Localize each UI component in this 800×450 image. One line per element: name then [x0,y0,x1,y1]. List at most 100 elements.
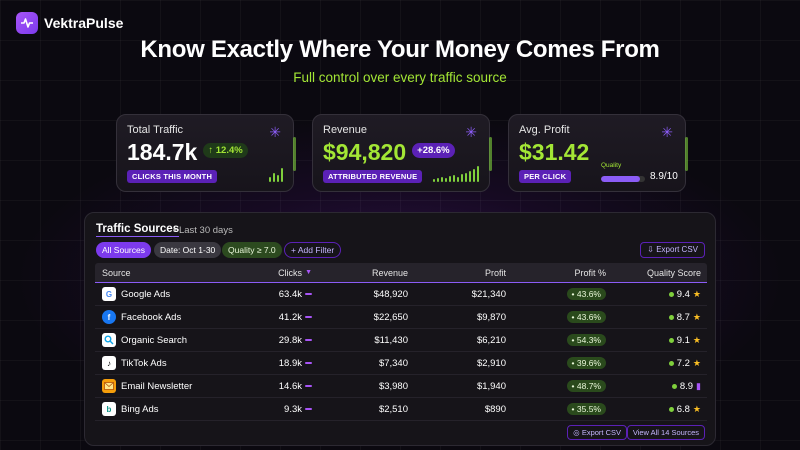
table-row[interactable]: b Bing Ads 9.3k $2,510 $890 • 35.5% 6.8 ★ [95,398,707,421]
sources-table: Source Clicks ▼ Revenue Profit Profit % Q… [95,263,707,421]
trend-tick [305,293,312,295]
tiktok-icon: ♪ [102,356,116,370]
source-name: Google Ads [121,288,171,300]
clicks-value: 41.2k [278,311,302,323]
col-clicks[interactable]: Clicks ▼ [240,268,312,278]
profit-pct-badge: • 54.3% [566,334,606,346]
mini-bar [277,175,279,182]
brand-logo[interactable]: VektraPulse [16,12,123,34]
star-icon: ★ [692,311,701,322]
status-dot [668,314,674,320]
mini-bar [445,178,447,182]
mini-bar [433,179,435,182]
facebook-icon: f [102,310,116,324]
avg-profit-card: Avg. Profit $31.42 ✳ PER CLICK Quality 8… [508,114,688,192]
mini-bar [269,177,271,182]
email-icon [102,379,116,393]
mini-bar [465,173,467,182]
profit-value: $1,940 [476,380,506,392]
quality-score: 8.9/10 [650,171,678,182]
hero-subtitle: Full control over every traffic source [293,70,507,85]
profit-value: $2,910 [476,357,506,369]
card-label: Revenue [323,124,368,136]
quality-value: 6.8 [676,403,690,415]
bing-icon: b [102,402,116,416]
status-dot [668,360,674,366]
quality-value: 9.1 [676,334,690,346]
traffic-sources-panel: Traffic Sources • Last 30 days All Sourc… [84,212,716,446]
mini-bar [453,175,455,182]
table-row[interactable]: ♪ TikTok Ads 18.9k $7,340 $2,910 • 39.6% … [95,352,707,375]
col-profit[interactable]: Profit [484,267,506,278]
sparkle-icon: ✳ [269,124,281,140]
star-icon: ★ [692,403,701,414]
mini-bar [477,166,479,182]
delta-badge: ↑ 12.4% [203,143,248,158]
export-csv-button-top[interactable]: ⇩ Export CSV [640,242,705,258]
profit-value: $890 [484,403,506,415]
mini-bar [473,169,475,182]
clicks-value: 18.9k [278,357,302,369]
quality-value: 9.4 [676,288,690,300]
sort-desc-icon: ▼ [305,269,312,276]
card-tag: CLICKS THIS MONTH [127,170,218,183]
bars-icon: ▮ [696,380,701,391]
source-name: Email Newsletter [121,380,193,392]
export-label: Export CSV [581,428,621,437]
revenue-card: Revenue $94,820 +28.6% ✳ ATTRIBUTED REVE… [312,114,492,192]
card-value: $94,820 [323,139,407,165]
quality-value: 8.9 [679,380,694,392]
quality-value: 8.7 [676,311,690,323]
revenue-value: $3,980 [378,380,408,392]
mini-bar-chart [433,166,479,182]
search-icon [102,333,116,347]
profit-pct-badge: • 39.6% [566,357,606,369]
clicks-value: 63.4k [278,288,302,300]
sparkle-icon: ✳ [661,124,673,140]
source-name: TikTok Ads [121,357,167,369]
status-dot [668,291,674,297]
panel-subtitle: • Last 30 days [173,225,233,236]
col-quality-score[interactable]: Quality Score [646,267,701,278]
filter-quality[interactable]: Quality ≥ 7.0 [222,242,282,258]
trend-tick [305,385,312,387]
col-profit-pct[interactable]: Profit % [574,267,606,278]
profit-value: $21,340 [471,288,506,300]
mini-bar [449,176,451,182]
mini-bar [461,174,463,182]
quality-track [601,176,645,182]
col-revenue[interactable]: Revenue [371,267,408,278]
table-row[interactable]: f Facebook Ads 41.2k $22,650 $9,870 • 43.… [95,306,707,329]
pulse-icon [16,12,38,34]
table-row[interactable]: Email Newsletter 14.6k $3,980 $1,940 • 4… [95,375,707,398]
revenue-value: $2,510 [378,403,408,415]
clicks-value: 9.3k [284,403,302,415]
status-dot [668,337,674,343]
star-icon: ★ [692,288,701,299]
table-row[interactable]: Organic Search 29.8k $11,430 $6,210 • 54… [95,329,707,352]
mini-bar [437,178,439,182]
revenue-value: $22,650 [373,311,408,323]
trend-tick [305,316,312,318]
card-tag: ATTRIBUTED REVENUE [323,170,423,183]
source-name: Facebook Ads [121,311,182,323]
filter-all-sources[interactable]: All Sources [96,242,151,258]
mini-bar [273,173,275,182]
profit-pct-badge: • 48.7% [566,380,606,392]
revenue-value: $11,430 [374,334,408,346]
trend-tick [305,362,312,364]
hero-title: Know Exactly Where Your Money Comes From [140,36,660,63]
panel-title: Traffic Sources [96,223,180,237]
filter-date[interactable]: Date: Oct 1-30 [154,242,222,258]
quality-value: 7.2 [676,357,690,369]
table-row[interactable]: G Google Ads 63.4k $48,920 $21,340 • 43.6… [95,283,707,306]
trend-tick [305,339,312,341]
quality-meter: Quality 8.9/10 [601,162,678,182]
star-icon: ★ [692,357,701,368]
col-source[interactable]: Source [102,267,131,278]
delta-badge: +28.6% [412,143,455,158]
view-all-sources-button[interactable]: View All 14 Sources [626,425,705,440]
add-filter-button[interactable]: + Add Filter [284,242,342,258]
mini-bar-chart [269,166,283,182]
export-csv-button-bottom[interactable]: ◎ Export CSV [567,425,627,440]
